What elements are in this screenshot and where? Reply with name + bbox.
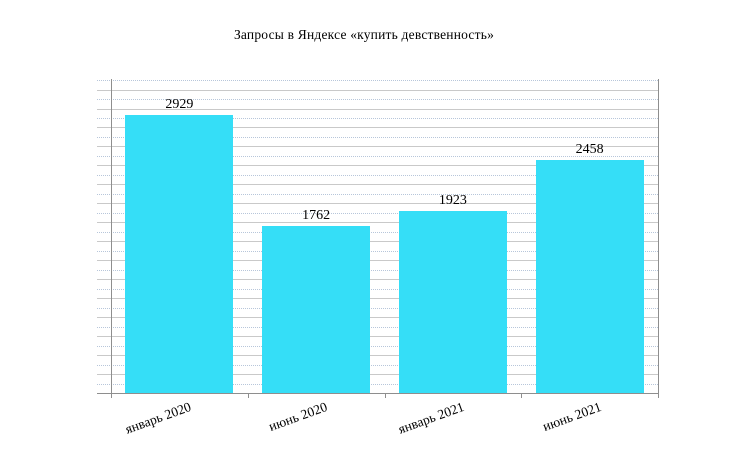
x-axis-label: январь 2020 (122, 399, 193, 437)
gridline-major (97, 241, 658, 243)
x-axis-tick (521, 394, 523, 398)
gridline-major (97, 146, 658, 148)
gridline-major (97, 279, 658, 281)
bar-value-label: 2929 (165, 97, 194, 113)
bar-value-label: 1762 (302, 207, 331, 223)
gridline-major (97, 298, 658, 300)
gridline-major (97, 222, 658, 224)
gridline-minor (97, 117, 658, 119)
gridline-major (97, 127, 658, 129)
gridline-major (97, 203, 658, 205)
x-axis-tick (658, 394, 659, 398)
x-axis-label: июнь 2021 (540, 399, 603, 434)
gridline-major (97, 89, 658, 91)
gridline-minor (97, 250, 658, 252)
gridline-minor (97, 364, 658, 366)
gridline-minor (97, 174, 658, 176)
gridline-minor (97, 80, 658, 81)
plot-right-border (658, 79, 659, 393)
gridline-minor (97, 307, 658, 309)
gridline-minor (97, 288, 658, 290)
y-axis-line (111, 79, 112, 393)
gridline-major (97, 260, 658, 262)
gridline-major (97, 165, 658, 167)
chart-title: Запросы в Яндексе «купить девственность» (233, 27, 495, 42)
gridline-minor (97, 212, 658, 214)
bar (125, 115, 234, 393)
bar (398, 210, 507, 393)
x-axis-tick (247, 394, 249, 398)
gridline-minor (97, 345, 658, 347)
gridline-major (97, 336, 658, 338)
bar (262, 225, 371, 393)
x-axis-label: июнь 2020 (266, 399, 330, 434)
x-axis-label: январь 2021 (396, 399, 467, 437)
bar-value-label: 1923 (438, 192, 467, 208)
bar-value-label: 2458 (575, 141, 604, 157)
gridline-minor (97, 99, 658, 100)
x-axis-line (97, 393, 659, 394)
gridline-minor (97, 383, 658, 385)
gridline-minor (97, 269, 658, 271)
gridline-major (97, 374, 658, 375)
x-axis-tick (111, 394, 112, 398)
gridline-minor (97, 136, 658, 138)
gridline-minor (97, 193, 658, 195)
gridline-minor (97, 326, 658, 328)
x-axis-tick (384, 394, 386, 398)
bar (535, 159, 644, 393)
gridline-minor (97, 231, 658, 233)
gridline-major (97, 317, 658, 319)
gridline-major (97, 184, 658, 186)
gridline-major (97, 108, 658, 110)
gridline-major (97, 355, 658, 357)
gridline-minor (97, 155, 658, 157)
